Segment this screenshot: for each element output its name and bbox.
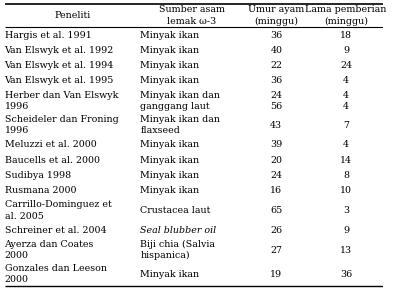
Text: Minyak ikan dan
ganggang laut: Minyak ikan dan ganggang laut <box>140 91 220 111</box>
Text: Rusmana 2000: Rusmana 2000 <box>4 186 76 195</box>
Text: Minyak ikan: Minyak ikan <box>140 61 199 70</box>
Text: Van Elswyk et al. 1992: Van Elswyk et al. 1992 <box>4 46 114 55</box>
Text: Carrillo-Dominguez et
al. 2005: Carrillo-Dominguez et al. 2005 <box>4 200 111 221</box>
Text: Sudibya 1998: Sudibya 1998 <box>4 171 71 180</box>
Text: Umur ayam
(minggu): Umur ayam (minggu) <box>248 5 305 26</box>
Text: 7: 7 <box>343 120 349 130</box>
Text: 4: 4 <box>343 140 349 149</box>
Text: Baucells et al. 2000: Baucells et al. 2000 <box>4 156 100 165</box>
Text: Lama pemberian
(minggu): Lama pemberian (minggu) <box>305 5 387 26</box>
Text: Minyak ikan: Minyak ikan <box>140 171 199 180</box>
Text: 24: 24 <box>270 171 282 180</box>
Text: Herber dan Van Elswyk
1996: Herber dan Van Elswyk 1996 <box>4 91 118 111</box>
Text: Peneliti: Peneliti <box>55 11 90 20</box>
Text: Scheideler dan Froning
1996: Scheideler dan Froning 1996 <box>4 115 118 135</box>
Text: 65: 65 <box>270 206 282 215</box>
Text: 4: 4 <box>343 76 349 86</box>
Text: 36: 36 <box>270 30 282 40</box>
Text: Van Elswyk et al. 1994: Van Elswyk et al. 1994 <box>4 61 114 70</box>
Text: Biji chia (Salvia
hispanica): Biji chia (Salvia hispanica) <box>140 240 215 260</box>
Text: 27: 27 <box>270 246 282 255</box>
Text: 39: 39 <box>270 140 282 149</box>
Text: Schreiner et al. 2004: Schreiner et al. 2004 <box>4 226 106 235</box>
Text: 19: 19 <box>270 270 282 279</box>
Text: 26: 26 <box>270 226 282 235</box>
Text: 24
56: 24 56 <box>270 91 282 111</box>
Text: 20: 20 <box>270 156 282 165</box>
Text: Crustacea laut: Crustacea laut <box>140 206 211 215</box>
Text: Gonzales dan Leeson
2000: Gonzales dan Leeson 2000 <box>4 264 107 284</box>
Text: Minyak ikan: Minyak ikan <box>140 30 199 40</box>
Text: Minyak ikan: Minyak ikan <box>140 76 199 86</box>
Text: 9: 9 <box>343 46 349 55</box>
Text: Seal blubber oil: Seal blubber oil <box>140 226 216 235</box>
Text: Minyak ikan: Minyak ikan <box>140 156 199 165</box>
Text: Minyak ikan: Minyak ikan <box>140 270 199 279</box>
Text: Hargis et al. 1991: Hargis et al. 1991 <box>4 30 91 40</box>
Text: Minyak ikan: Minyak ikan <box>140 46 199 55</box>
Text: Minyak ikan: Minyak ikan <box>140 186 199 195</box>
Text: 43: 43 <box>270 120 282 130</box>
Text: 36: 36 <box>270 76 282 86</box>
Text: 3: 3 <box>343 206 349 215</box>
Text: 40: 40 <box>270 46 282 55</box>
Text: 36: 36 <box>340 270 352 279</box>
Text: Meluzzi et al. 2000: Meluzzi et al. 2000 <box>4 140 96 149</box>
Text: 13: 13 <box>340 246 352 255</box>
Text: 18: 18 <box>340 30 352 40</box>
Text: 14: 14 <box>340 156 352 165</box>
Text: Ayerza dan Coates
2000: Ayerza dan Coates 2000 <box>4 240 94 260</box>
Text: 24: 24 <box>340 61 352 70</box>
Text: Minyak ikan: Minyak ikan <box>140 140 199 149</box>
Text: 16: 16 <box>270 186 282 195</box>
Text: Van Elswyk et al. 1995: Van Elswyk et al. 1995 <box>4 76 114 86</box>
Text: 22: 22 <box>270 61 282 70</box>
Text: 9: 9 <box>343 226 349 235</box>
Text: 10: 10 <box>340 186 352 195</box>
Text: Minyak ikan dan
flaxseed: Minyak ikan dan flaxseed <box>140 115 220 135</box>
Text: 4
4: 4 4 <box>343 91 349 111</box>
Text: 8: 8 <box>343 171 349 180</box>
Text: Sumber asam
lemak ω-3: Sumber asam lemak ω-3 <box>159 5 225 25</box>
